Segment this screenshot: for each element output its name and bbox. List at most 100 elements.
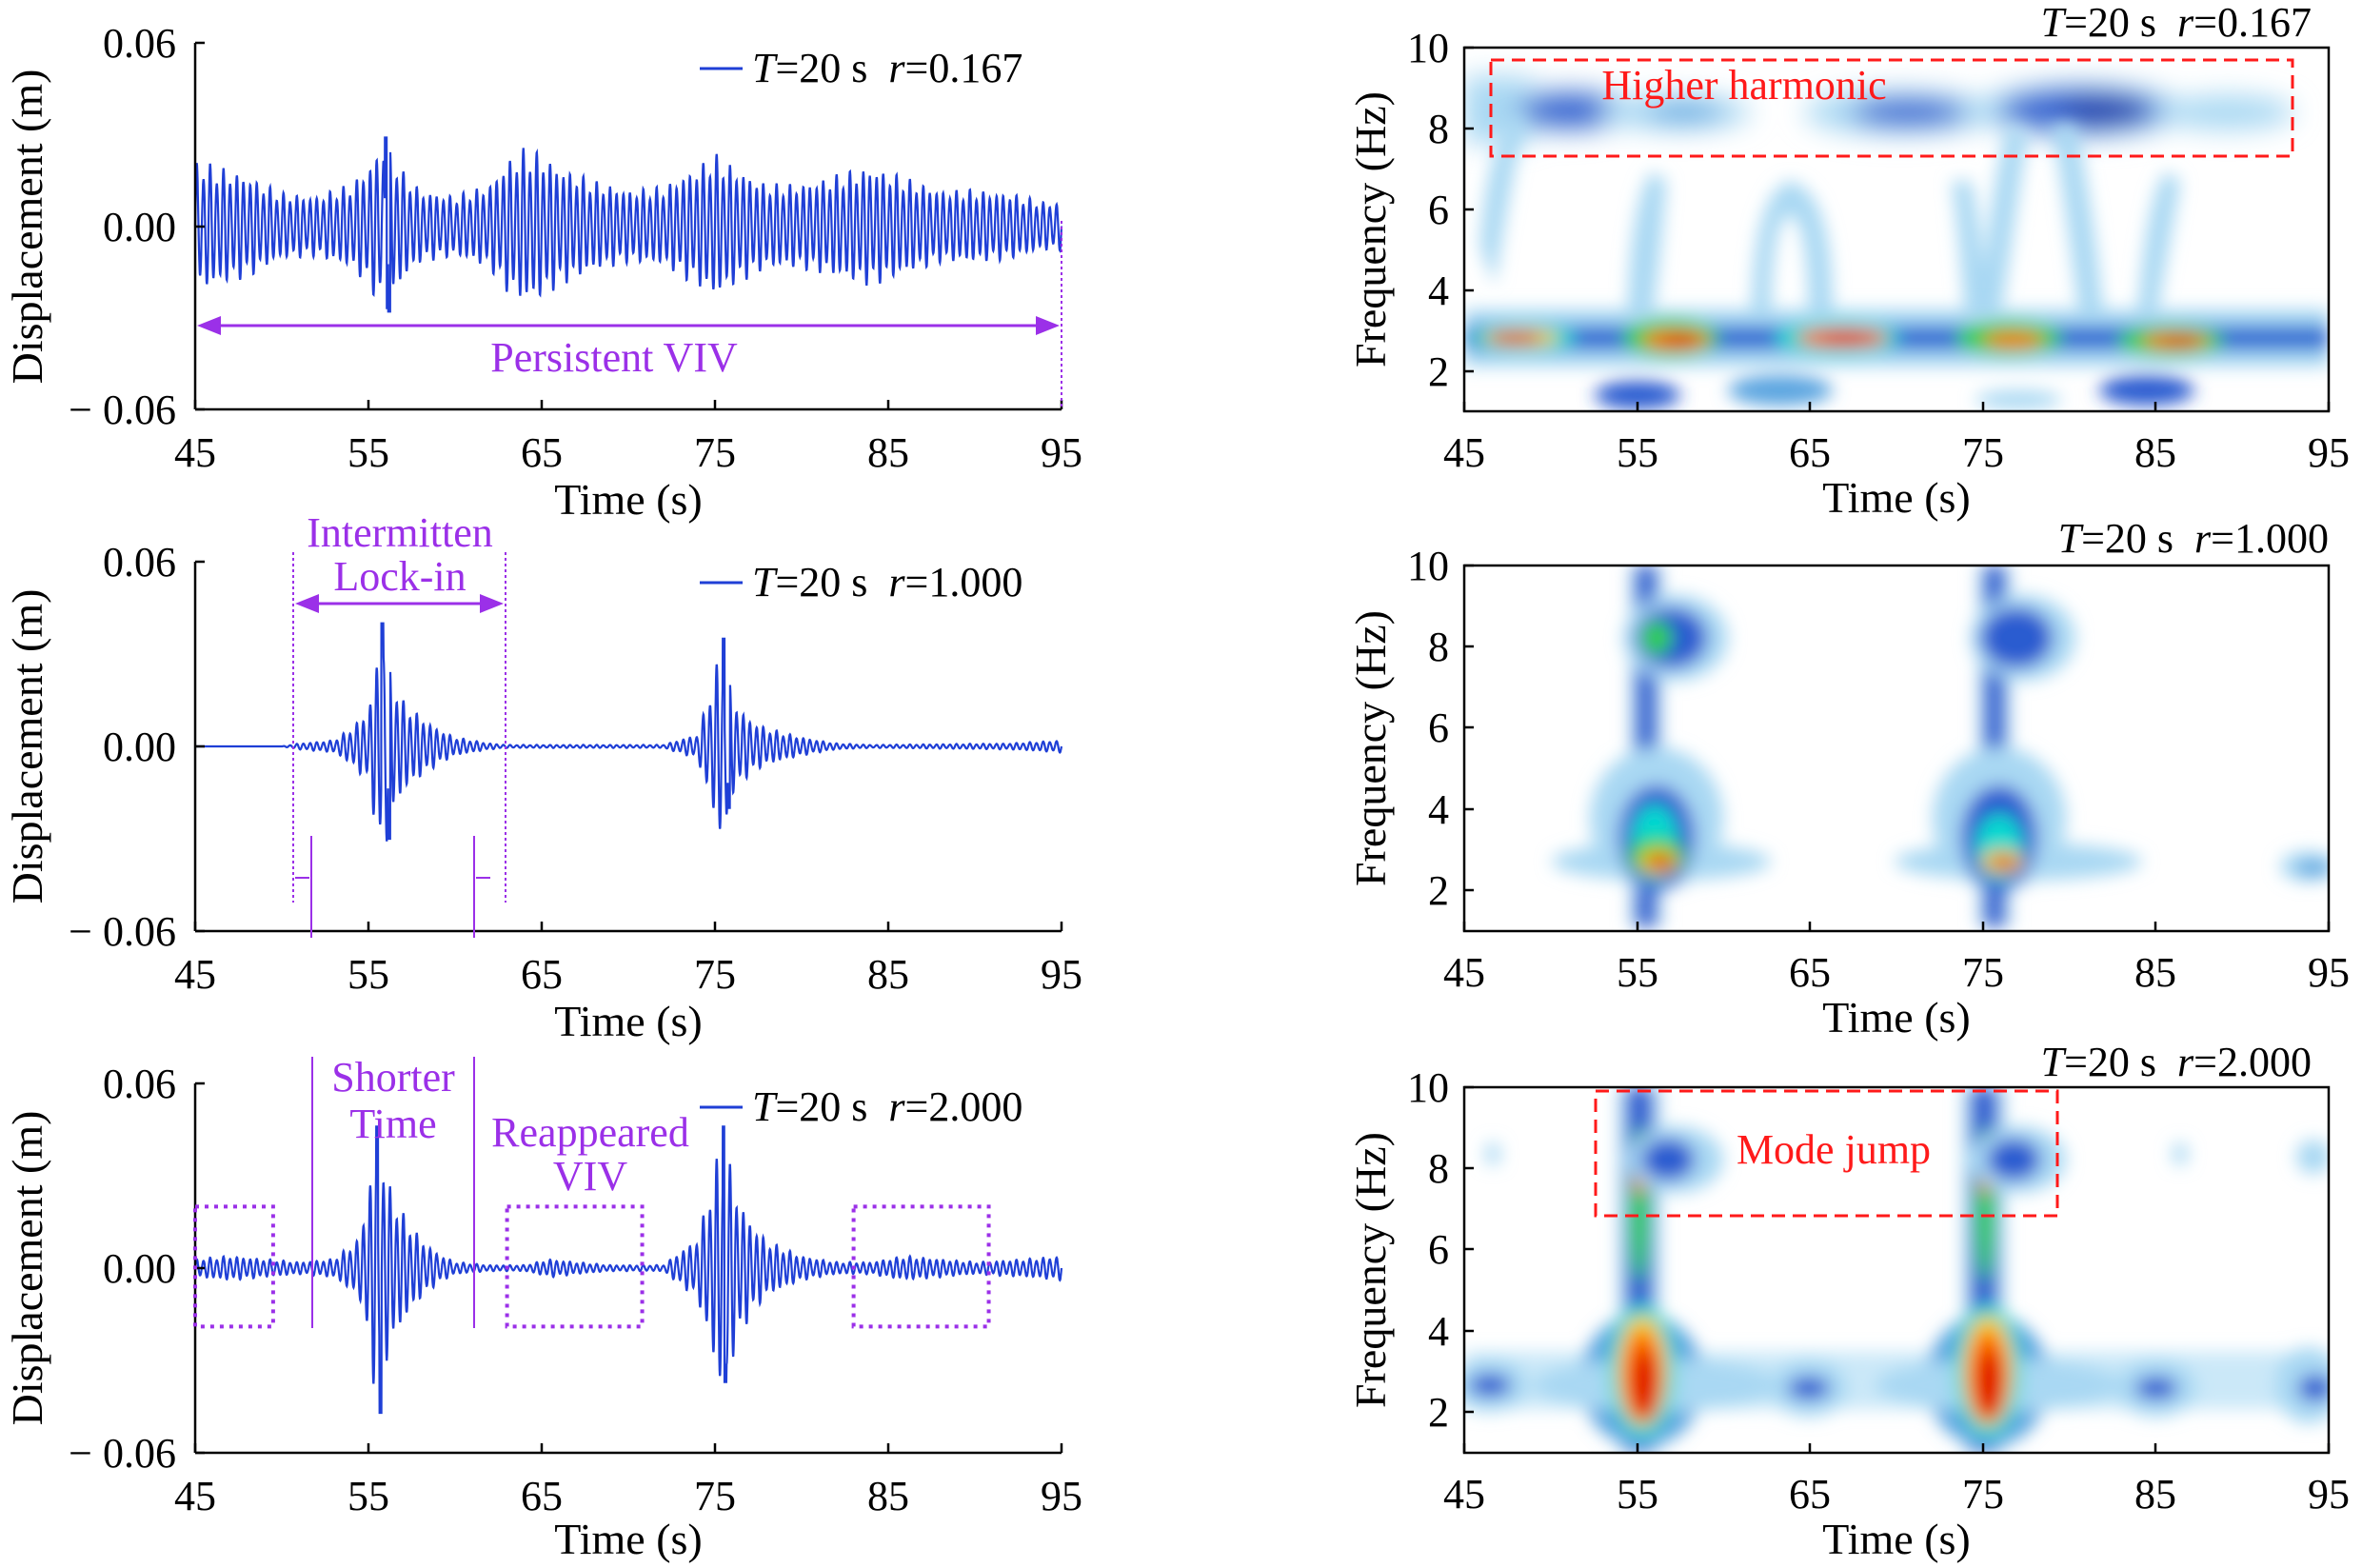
x-axis-title: Time (s) (554, 1515, 703, 1563)
spectrogram-panel-r2000: 2 4 6 8 10 45 55 65 75 85 95 Time (s) Fr… (1346, 1039, 2350, 1563)
signal-trace (193, 136, 1063, 313)
burst-structures (1552, 566, 2329, 927)
x-tick-label: 85 (2134, 949, 2176, 996)
x-tick-label: 95 (2308, 949, 2350, 996)
reappeared-viv-boxes (193, 1204, 991, 1329)
x-tick-label: 55 (347, 951, 389, 998)
x-tick-label: 65 (521, 429, 563, 476)
y-tick-label: − 0.06 (69, 387, 176, 433)
signal-trace (195, 622, 1063, 842)
x-tick-label: 85 (867, 429, 909, 476)
y-tick-label: 10 (1407, 1064, 1449, 1111)
x-tick-labels: 45 55 65 75 85 95 (174, 429, 1082, 476)
x-ticks (193, 400, 1063, 409)
panel-title: T=20 s r=1.000 (2058, 515, 2329, 562)
x-tick-label: 85 (867, 951, 909, 998)
plot-frame (1462, 1085, 2331, 1455)
y-tick-label: 0.00 (103, 204, 176, 250)
panel-title: T=20 s r=2.000 (2041, 1039, 2312, 1085)
x-tick-labels: 45 55 65 75 85 95 (1443, 1471, 2350, 1518)
y-axis-title: Frequency (Hz) (1346, 91, 1395, 367)
legend: T=20 s r=2.000 (700, 1083, 1022, 1130)
x-tick-label: 95 (1041, 429, 1082, 476)
x-tick-label: 85 (2134, 429, 2176, 476)
reappeared-viv-label-line1: Reappeared (491, 1109, 689, 1156)
lock-in-annotation: Intermitten Lock-in (292, 509, 506, 938)
x-tick-label: 75 (694, 1473, 736, 1519)
x-tick-label: 45 (1443, 429, 1485, 476)
y-axis-title: Displacement (m) (3, 589, 51, 904)
x-tick-label: 55 (347, 1473, 389, 1519)
y-tick-labels: 0.06 0.00 − 0.06 (69, 539, 176, 955)
legend-label: T=20 s r=0.167 (752, 45, 1022, 91)
y-tick-label: 2 (1428, 1389, 1449, 1436)
x-tick-label: 95 (2308, 1471, 2350, 1518)
spectrogram-image (1464, 76, 2329, 409)
time-series-panel-r2000: 0.06 0.00 − 0.06 45 55 65 75 85 95 Time … (3, 1054, 1082, 1563)
y-tick-labels: 2 4 6 8 10 (1407, 543, 1449, 914)
y-axis-title: Displacement (m) (3, 69, 51, 385)
x-ticks (1462, 1443, 2331, 1453)
y-ticks (1464, 46, 1474, 373)
reappeared-viv-box (193, 1204, 275, 1329)
y-tick-label: 4 (1428, 268, 1449, 314)
x-tick-label: 85 (867, 1473, 909, 1519)
y-tick-label: 0.06 (103, 20, 176, 67)
x-ticks (1462, 922, 2331, 931)
x-axis-title: Time (s) (1822, 993, 1971, 1042)
reappeared-viv-label-line2: VIV (553, 1153, 627, 1200)
x-tick-label: 75 (694, 951, 736, 998)
time-series-panel-r1000: 0.06 0.00 − 0.06 45 55 65 75 85 95 Time … (3, 509, 1082, 1045)
arrowhead-left (295, 594, 319, 613)
y-tick-label: 2 (1428, 348, 1449, 395)
x-axis-title: Time (s) (1822, 1515, 1971, 1563)
y-tick-label: 0.00 (103, 724, 176, 770)
displacement-series-line (193, 136, 1063, 313)
x-axis-title: Time (s) (554, 997, 703, 1045)
x-tick-label: 85 (2134, 1471, 2176, 1518)
legend: T=20 s r=1.000 (700, 559, 1022, 605)
y-tick-label: 6 (1428, 705, 1449, 751)
mode-jump-label: Mode jump (1737, 1126, 1931, 1173)
x-tick-labels: 45 55 65 75 85 95 (1443, 949, 2350, 996)
x-axis-title: Time (s) (1822, 473, 1971, 522)
x-tick-label: 45 (174, 429, 216, 476)
x-tick-label: 65 (1789, 949, 1831, 996)
x-tick-label: 75 (1962, 429, 2004, 476)
plot-frame (1462, 564, 2331, 933)
x-tick-label: 45 (1443, 1471, 1485, 1518)
x-tick-labels: 45 55 65 75 85 95 (174, 1473, 1082, 1519)
x-tick-label: 55 (347, 429, 389, 476)
arrowhead-right (480, 594, 504, 613)
x-tick-label: 45 (1443, 949, 1485, 996)
persistent-viv-annotation: Persistent VIV (197, 221, 1062, 409)
shorter-time-label-line1: Shorter (331, 1054, 455, 1101)
x-tick-label: 95 (1041, 951, 1082, 998)
annotation-label: Persistent VIV (490, 334, 738, 381)
y-tick-label: 10 (1407, 543, 1449, 589)
x-tick-label: 65 (1789, 429, 1831, 476)
higher-harmonic-box (1489, 58, 2294, 158)
x-ticks (193, 922, 1063, 931)
annotation-label-line1: Intermitten (307, 509, 493, 556)
y-tick-labels: 0.06 0.00 − 0.06 (69, 20, 176, 433)
reappeared-viv-box (851, 1204, 991, 1329)
y-tick-labels: 2 4 6 8 10 (1407, 25, 1449, 395)
x-tick-label: 75 (694, 429, 736, 476)
x-tick-label: 75 (1962, 949, 2004, 996)
y-axis-title: Frequency (Hz) (1346, 1132, 1395, 1408)
reappeared-viv-box (505, 1204, 645, 1329)
signal-trace (193, 1125, 1063, 1415)
x-tick-label: 55 (1617, 429, 1658, 476)
x-tick-label: 45 (174, 951, 216, 998)
burst-structures (1464, 1087, 2329, 1453)
mode-jump-box (1594, 1089, 2059, 1218)
y-tick-label: − 0.06 (69, 1430, 176, 1477)
x-tick-labels: 45 55 65 75 85 95 (174, 951, 1082, 998)
y-tick-label: 10 (1407, 25, 1449, 71)
x-tick-label: 55 (1617, 1471, 1658, 1518)
y-tick-label: 6 (1428, 1226, 1449, 1273)
y-tick-labels: 0.06 0.00 − 0.06 (69, 1061, 176, 1477)
x-tick-label: 65 (521, 951, 563, 998)
